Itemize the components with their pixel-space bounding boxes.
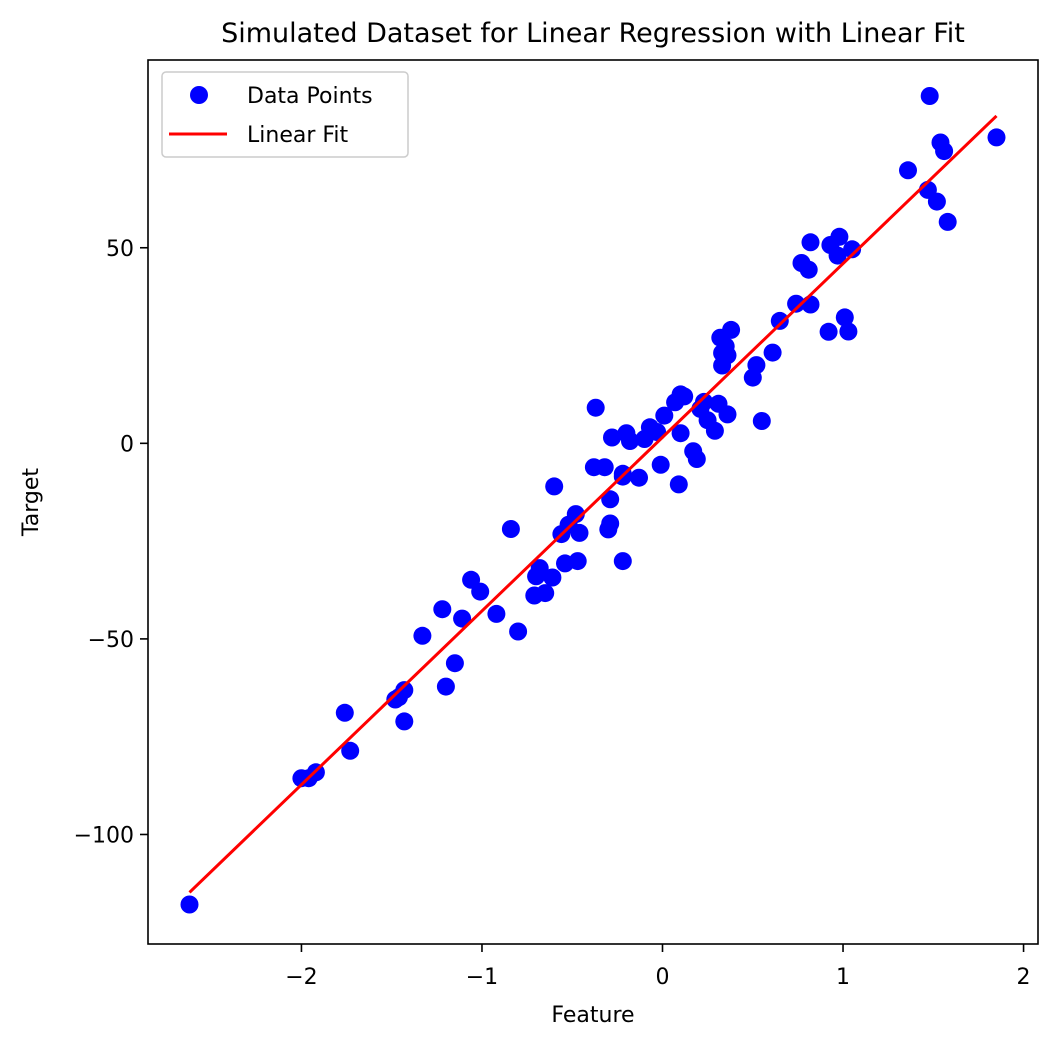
data-point-70 [747,356,766,375]
data-point-91 [935,142,954,161]
axes-frame [147,59,1039,945]
data-point-76 [799,260,818,279]
data-point-85 [843,240,862,259]
x-axis-label: Feature [551,1003,634,1028]
data-point-49 [655,406,674,425]
data-point-5 [341,741,360,760]
data-point-9 [395,712,414,731]
x-tick-label-2: 0 [656,965,670,990]
data-point-4 [335,703,354,722]
legend-marker-data-points [190,86,208,104]
data-point-39 [613,552,632,571]
data-point-14 [453,609,472,628]
data-point-25 [545,477,564,496]
legend: Data Points Linear Fit [161,71,409,158]
data-point-18 [501,520,520,538]
y-axis-ticks: −100 −50 0 50 [74,237,148,848]
data-point-24 [543,568,562,587]
legend-label-data-points: Data Points [247,84,373,109]
y-tick-label-1: −50 [88,628,134,653]
data-point-48 [651,455,670,474]
data-point-44 [630,468,648,487]
data-point-82 [830,227,849,246]
y-tick-label-0: −100 [74,823,134,848]
data-point-79 [819,322,838,341]
data-point-29 [566,505,585,524]
data-point-81 [828,246,847,265]
data-point-68 [722,320,741,339]
y-tick-label-3: 50 [106,237,134,262]
x-tick-label-3: 1 [836,965,850,990]
data-point-11 [433,600,452,619]
legend-box [161,71,409,158]
linear-fit-line [188,114,998,894]
data-point-60 [705,421,724,440]
x-tick-label-1: −1 [466,965,498,990]
linear-fit-group [188,114,998,894]
data-point-38 [603,428,621,447]
legend-label-linear-fit: Linear Fit [247,123,349,148]
data-point-66 [718,346,737,365]
data-point-36 [601,514,620,533]
data-point-16 [471,582,490,601]
data-point-93 [987,128,1006,147]
data-point-22 [530,559,549,578]
x-axis-ticks: −2 −1 0 1 2 [285,944,1031,990]
data-point-84 [839,322,858,341]
data-point-13 [445,654,464,673]
data-point-54 [675,387,694,406]
chart-title: Simulated Dataset for Linear Regression … [221,18,965,49]
data-point-86 [899,161,917,180]
data-points-group [180,87,1006,914]
data-point-23 [536,584,555,603]
y-tick-label-2: 0 [120,432,134,457]
x-tick-label-0: −2 [285,965,317,990]
data-point-67 [718,405,737,424]
data-point-83 [835,308,854,327]
data-point-88 [920,87,939,105]
data-point-19 [509,622,528,641]
data-point-0 [180,895,199,914]
data-point-43 [621,432,639,450]
data-point-31 [570,523,589,542]
data-point-51 [669,475,688,494]
data-point-58 [695,392,713,411]
data-point-78 [801,295,820,314]
data-point-37 [601,490,620,509]
x-tick-label-4: 2 [1017,965,1031,990]
data-point-30 [568,552,587,571]
data-point-17 [487,604,506,623]
plot-area [180,87,1006,914]
data-point-89 [927,192,946,211]
data-point-71 [752,412,771,430]
data-point-34 [595,458,614,477]
data-point-72 [763,343,782,362]
data-point-12 [436,677,455,696]
data-point-73 [770,311,789,330]
data-point-33 [586,398,605,417]
data-point-92 [938,212,957,231]
data-point-53 [671,424,690,443]
data-point-10 [413,626,432,645]
data-point-8 [395,681,414,700]
data-point-77 [801,233,820,252]
data-point-56 [687,450,706,468]
data-point-74 [787,294,806,313]
y-axis-label: Target [19,468,44,537]
